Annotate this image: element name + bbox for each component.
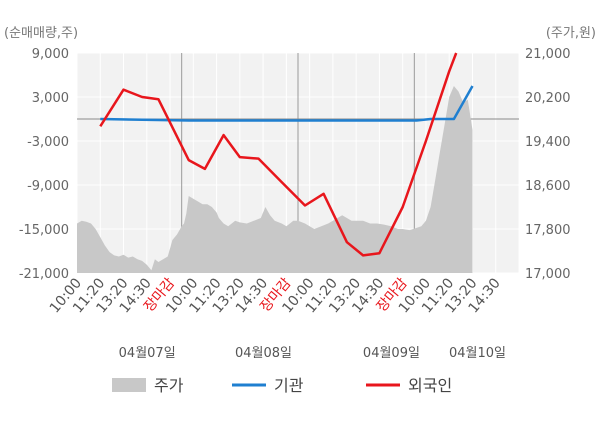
institution-line (100, 85, 474, 122)
left-tick-label: -3,000 (27, 135, 69, 150)
legend-swatch-price (112, 378, 146, 392)
right-tick-label: 20,200 (525, 91, 571, 106)
day-label: 04월10일 (449, 346, 506, 361)
legend-label: 외국인 (408, 376, 452, 395)
right-tick-label: 18,600 (525, 179, 571, 194)
left-tick-label: 9,000 (32, 47, 69, 62)
foreign-line (99, 52, 458, 257)
right-tick-label: 17,800 (525, 223, 571, 238)
left-tick-label: -9,000 (27, 179, 69, 194)
left-tick-label: 3,000 (32, 91, 69, 106)
price-area-path (77, 86, 473, 273)
left-tick-label: -15,000 (19, 223, 69, 238)
right-tick-label: 21,000 (525, 47, 571, 62)
right-axis-label: (주가,원) (546, 26, 596, 41)
price-area (77, 86, 473, 273)
day-label: 04월07일 (119, 346, 176, 361)
day-label: 04월09일 (363, 346, 420, 361)
day-label: 04월08일 (235, 346, 292, 361)
right-tick-label: 17,000 (525, 267, 571, 282)
left-tick-label: -21,000 (19, 267, 69, 282)
legend-label: 주가 (154, 376, 184, 395)
left-axis-label: (순매매량,주) (4, 26, 78, 41)
legend: 주가 기관 외국인 (112, 376, 452, 395)
series-lines (99, 52, 474, 257)
legend-label: 기관 (274, 376, 304, 395)
right-tick-label: 19,400 (525, 135, 571, 150)
